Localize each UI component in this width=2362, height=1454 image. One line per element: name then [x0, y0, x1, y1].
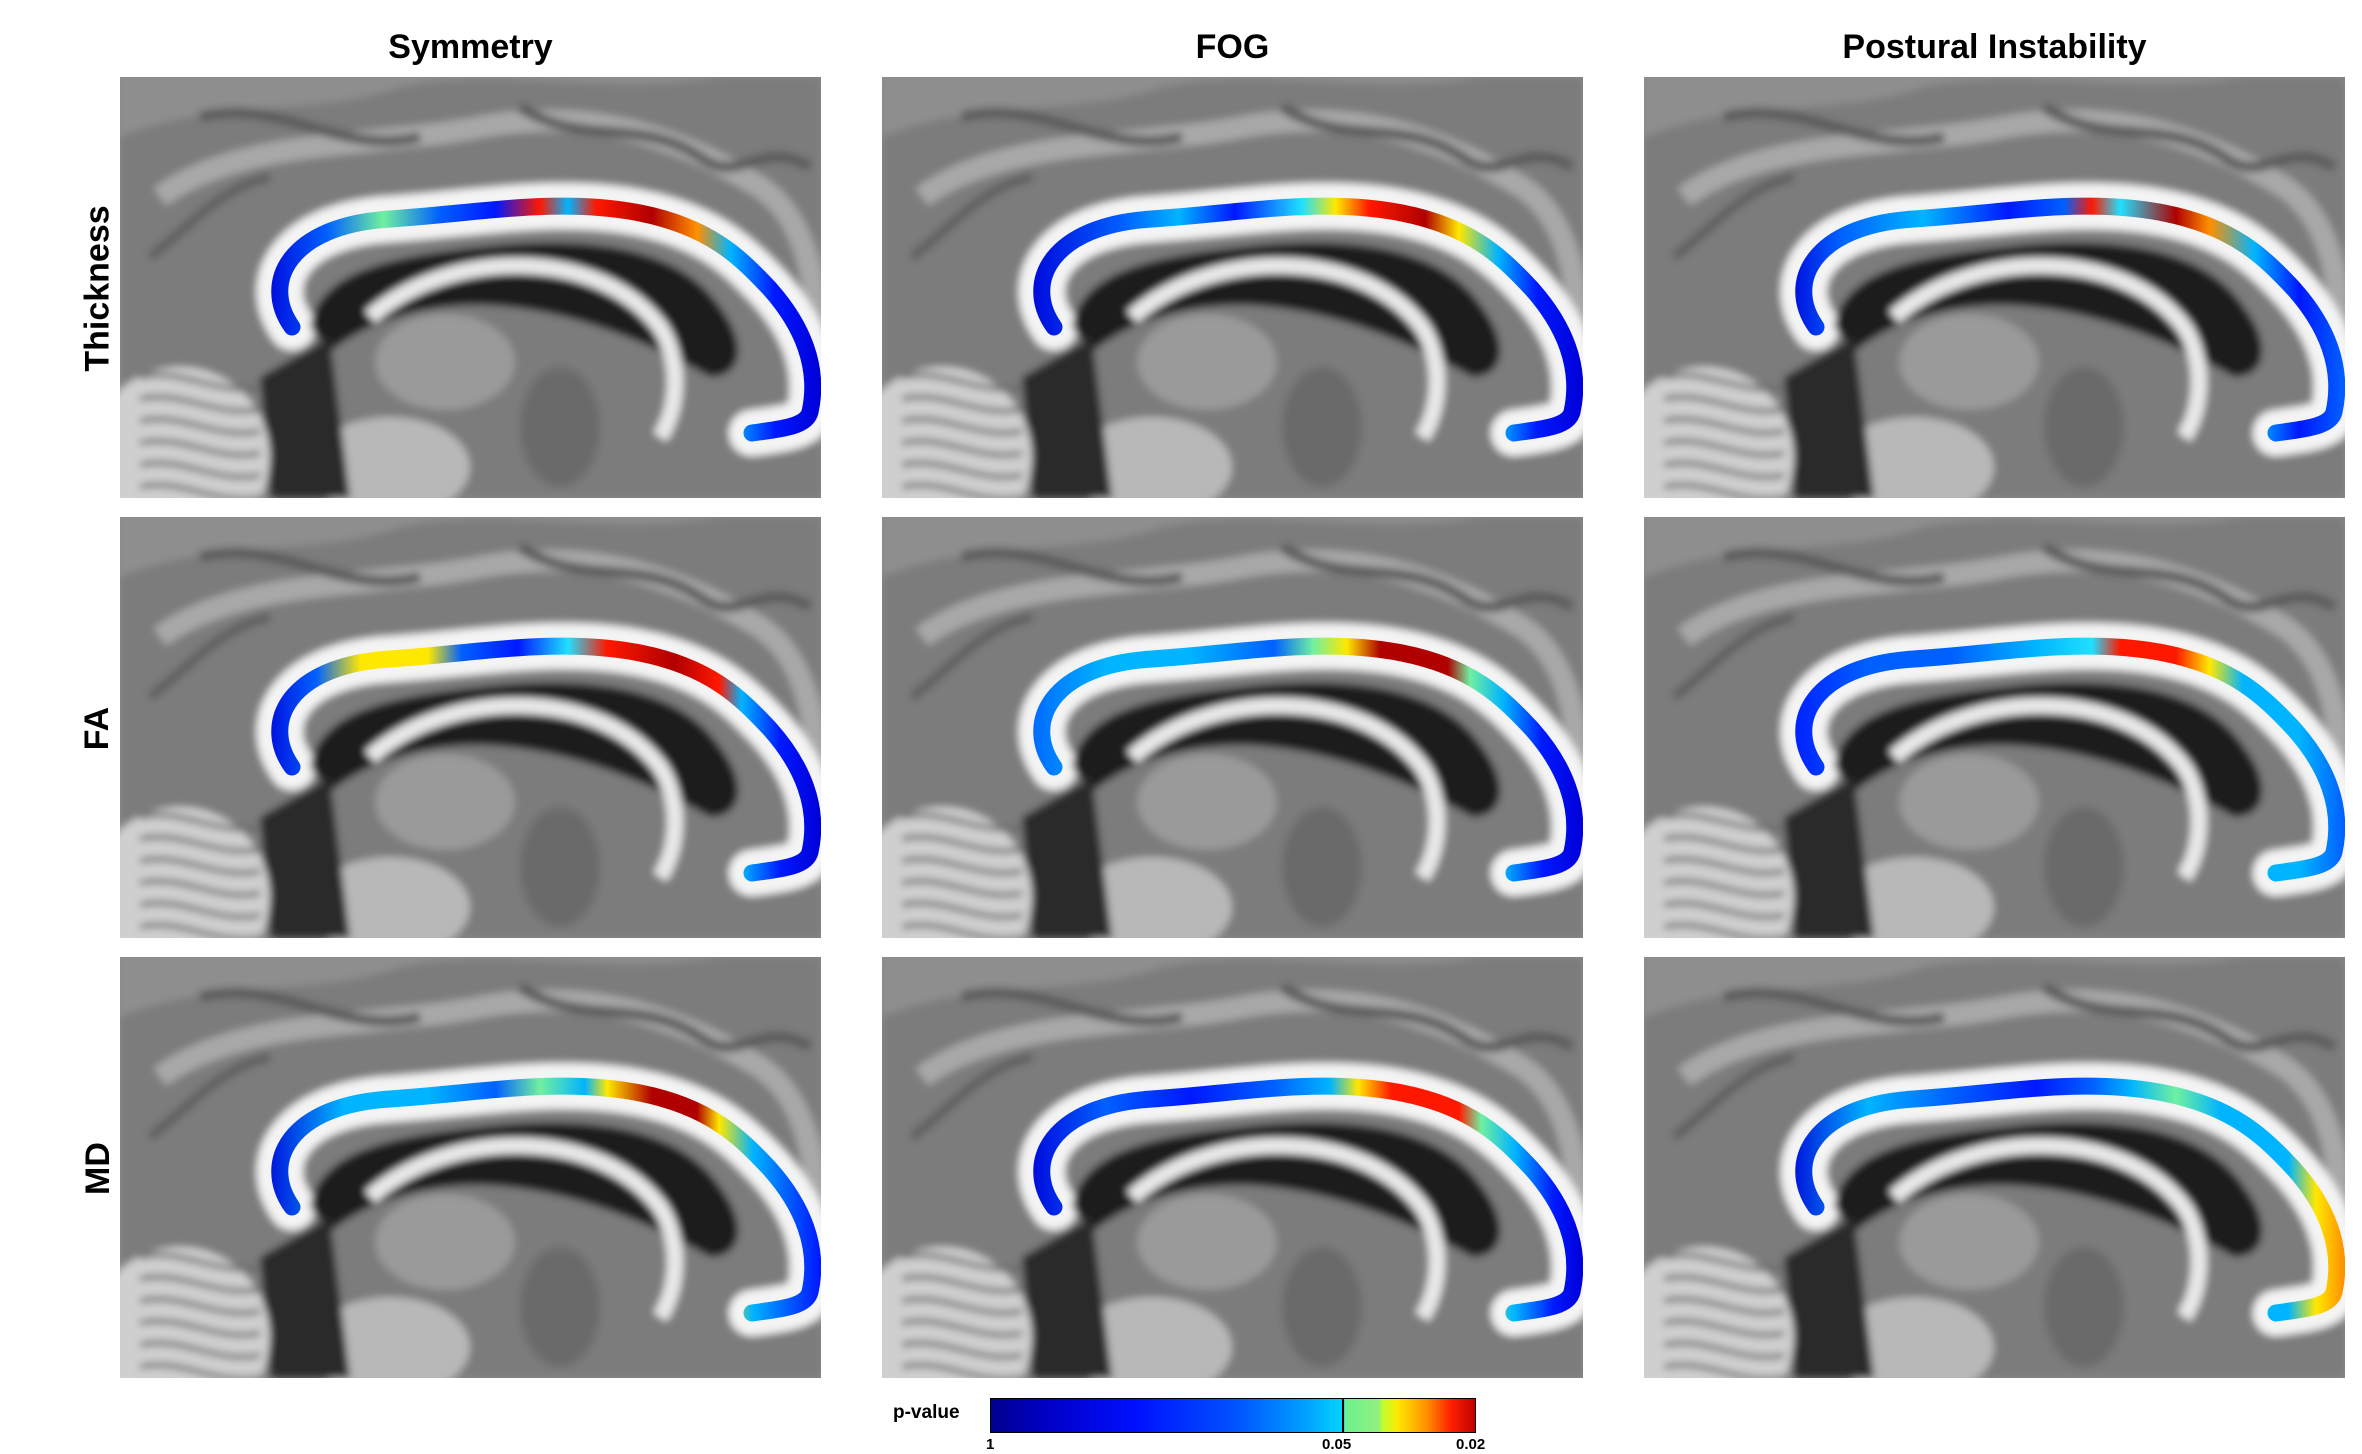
row-label-md-text: MD: [78, 1141, 117, 1195]
brain-slice-image: [120, 77, 821, 498]
brain-slice-panel-fa-3: [1644, 517, 2345, 938]
brain-slice-image: [1644, 517, 2345, 938]
brain-slice-image: [882, 517, 1583, 938]
row-label-fa-text: FA: [78, 706, 117, 750]
colorbar-tick-002: 0.02: [1456, 1436, 1486, 1453]
corpus-callosum-pvalue-tract: [1795, 197, 2345, 442]
brain-slice-image: [882, 77, 1583, 498]
brain-slice-panel-md-1: [120, 957, 821, 1378]
brain-slice-panel-fa-2: [882, 517, 1583, 938]
corpus-callosum-pvalue-tract: [271, 1077, 821, 1322]
colorbar-label: p-value: [893, 1402, 960, 1423]
brain-slice-panel-thickness-2: [882, 77, 1583, 498]
corpus-callosum-pvalue-tract: [271, 197, 821, 442]
corpus-callosum-pvalue-tract: [1033, 197, 1583, 442]
colorbar-tick-1: 1: [986, 1436, 995, 1453]
column-title-postural-instability: Postural Instability: [1842, 28, 2147, 66]
row-label-thickness-text: Thickness: [78, 204, 117, 372]
corpus-callosum-pvalue-tract: [1795, 1077, 2345, 1322]
brain-slice-image: [1644, 77, 2345, 498]
brain-slice-image: [120, 517, 821, 938]
column-title-fog: FOG: [1195, 28, 1270, 66]
brain-slice-panel-thickness-3: [1644, 77, 2345, 498]
corpus-callosum-pvalue-tract: [1795, 637, 2345, 882]
corpus-callosum-pvalue-tract: [1033, 637, 1583, 882]
brain-slice-image: [882, 957, 1583, 1378]
brain-slice-panel-md-3: [1644, 957, 2345, 1378]
colorbar: [990, 1398, 1476, 1433]
corpus-callosum-pvalue-tract: [1033, 1077, 1583, 1322]
brain-slice-image: [1644, 957, 2345, 1378]
brain-slice-image: [120, 957, 821, 1378]
column-title-symmetry: Symmetry: [388, 28, 553, 66]
brain-slice-panel-md-2: [882, 957, 1583, 1378]
brain-slice-panel-thickness-1: [120, 77, 821, 498]
brain-slice-panel-fa-1: [120, 517, 821, 938]
colorbar-tick-005: 0.05: [1322, 1436, 1352, 1453]
corpus-callosum-pvalue-tract: [271, 637, 821, 882]
colorbar-threshold-tick: [1342, 1398, 1344, 1433]
